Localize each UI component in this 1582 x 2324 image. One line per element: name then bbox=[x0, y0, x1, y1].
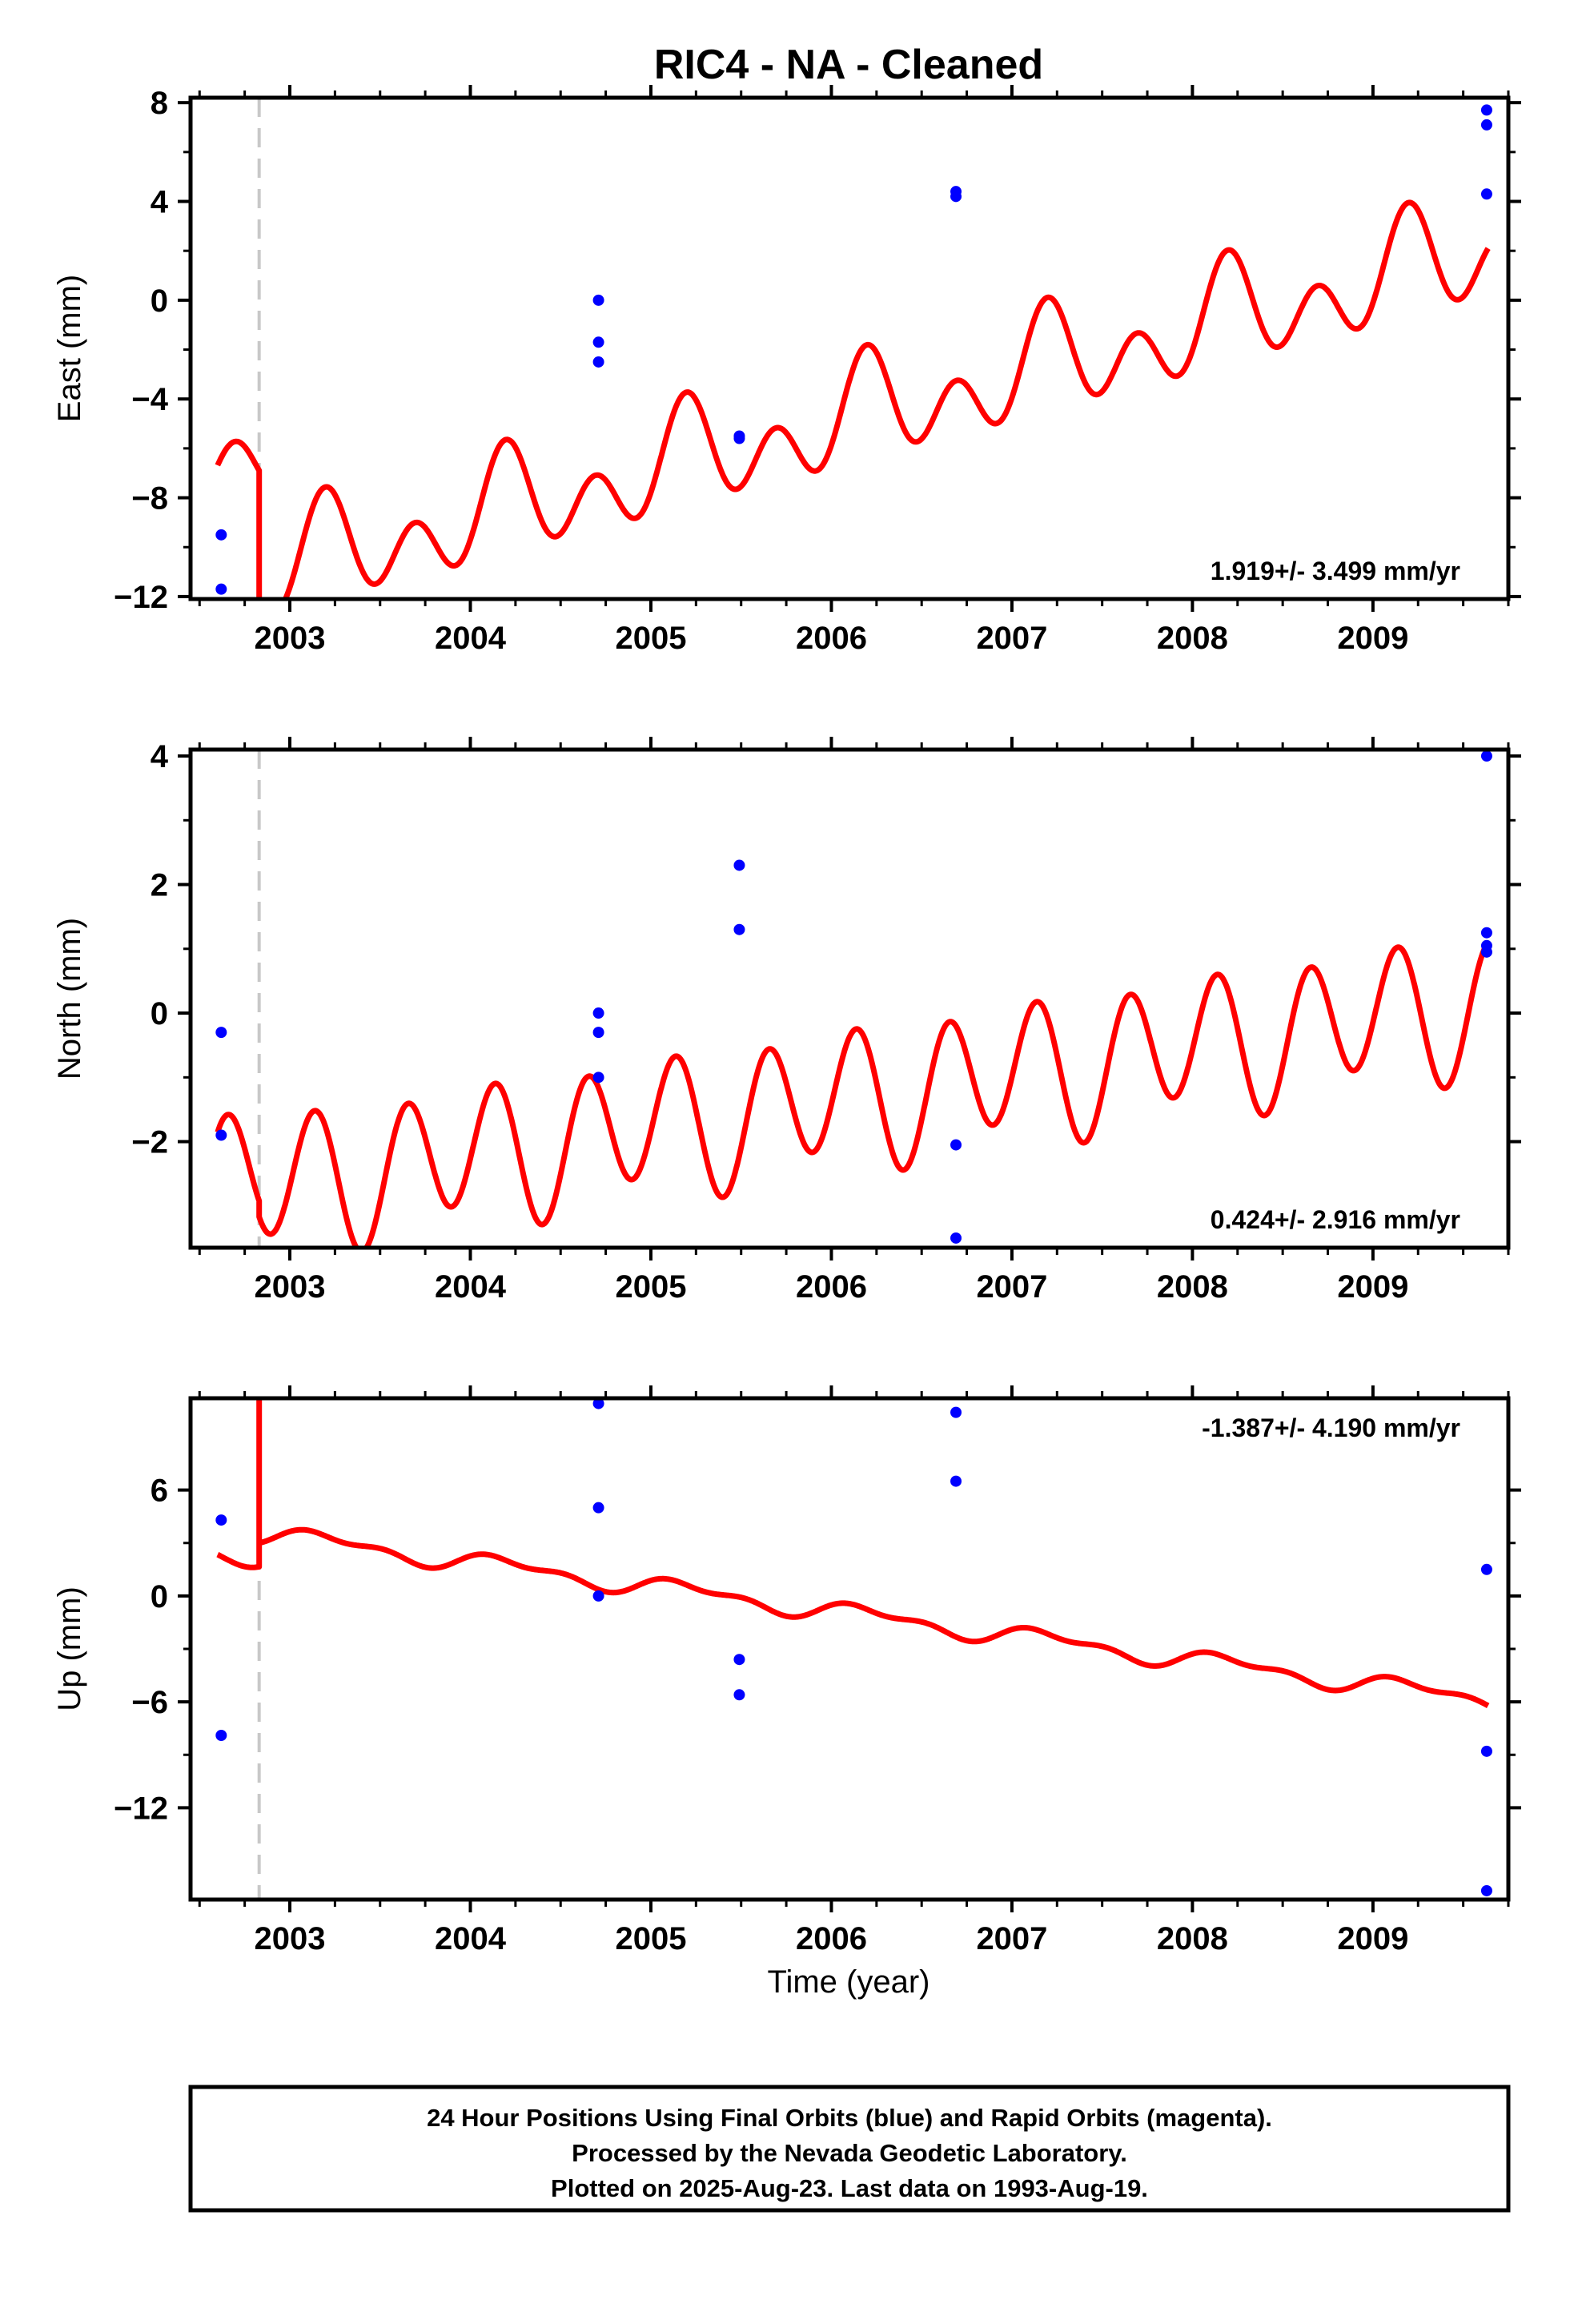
model-curve bbox=[215, 1398, 1491, 1708]
north-panel: 2003 2004 2005 2006 2007 2008 2009 4 2 0 −2 North (… bbox=[52, 737, 1521, 1305]
data-point bbox=[733, 1689, 745, 1701]
data-point bbox=[733, 1654, 745, 1666]
x-tick-label: 2004 bbox=[435, 1269, 507, 1305]
x-tick-label: 2008 bbox=[1157, 1921, 1228, 1956]
data-point bbox=[1480, 1884, 1492, 1896]
y-tick-label: −2 bbox=[131, 1125, 168, 1160]
x-tick-label: 2006 bbox=[796, 1921, 867, 1956]
data-point bbox=[1480, 188, 1492, 200]
x-axis-label: Time (year) bbox=[768, 1964, 930, 2000]
x-tick-label: 2009 bbox=[1337, 1269, 1408, 1305]
data-point bbox=[733, 432, 745, 444]
data-point bbox=[1480, 750, 1492, 762]
x-tick-label: 2004 bbox=[435, 1921, 507, 1956]
y-tick-label: −6 bbox=[131, 1685, 168, 1720]
data-point bbox=[950, 1139, 962, 1151]
x-tick-label: 2008 bbox=[1157, 1269, 1228, 1305]
footer-line-1: 24 Hour Positions Using Final Orbits (bl… bbox=[427, 2104, 1272, 2132]
data-point bbox=[215, 1730, 227, 1742]
rate-annotation: -1.387+/- 4.190 mm/yr bbox=[1202, 1413, 1460, 1442]
rate-annotation: 0.424+/- 2.916 mm/yr bbox=[1211, 1205, 1460, 1234]
y-axis-label: East (mm) bbox=[52, 275, 87, 422]
x-tick-label: 2005 bbox=[615, 621, 686, 656]
data-point bbox=[950, 191, 962, 203]
y-tick-label: 2 bbox=[151, 868, 168, 903]
data-point bbox=[1480, 946, 1492, 958]
east-panel: 2003 2004 2005 2006 2007 2008 2009 8 4 0 −4 −8 −12 Ea… bbox=[52, 85, 1521, 656]
data-point bbox=[1480, 1563, 1492, 1575]
data-point bbox=[592, 1027, 604, 1039]
data-point bbox=[733, 859, 745, 871]
x-tick-label: 2004 bbox=[435, 621, 507, 656]
x-tick-label: 2005 bbox=[615, 1269, 686, 1305]
x-tick-label: 2003 bbox=[255, 1921, 326, 1956]
data-point bbox=[733, 923, 745, 935]
data-point bbox=[1480, 927, 1492, 939]
y-tick-label: 0 bbox=[151, 283, 168, 319]
data-point bbox=[1480, 1745, 1492, 1757]
y-tick-label: −8 bbox=[131, 481, 168, 517]
plot-frame bbox=[188, 1396, 1511, 1902]
x-tick-label: 2006 bbox=[796, 621, 867, 656]
y-tick-label: −4 bbox=[131, 382, 168, 417]
data-point bbox=[215, 1027, 227, 1039]
x-tick-label: 2003 bbox=[255, 1269, 326, 1305]
data-point bbox=[950, 1475, 962, 1487]
data-point bbox=[1480, 119, 1492, 131]
plot-frame bbox=[188, 747, 1511, 1250]
x-tick-label: 2008 bbox=[1157, 621, 1228, 656]
y-tick-label: 4 bbox=[151, 185, 169, 220]
rate-annotation: 1.919+/- 3.499 mm/yr bbox=[1211, 557, 1460, 585]
x-tick-label: 2005 bbox=[615, 1921, 686, 1956]
up-panel: 2003 2004 2005 2006 2007 2008 2009 6 0 −6 −12 Up (m… bbox=[52, 1385, 1521, 1956]
data-point bbox=[215, 1129, 227, 1141]
footer-box: 24 Hour Positions Using Final Orbits (bl… bbox=[188, 2085, 1511, 2213]
y-tick-label: −12 bbox=[114, 580, 168, 615]
y-tick-label: −12 bbox=[114, 1791, 168, 1826]
x-tick-label: 2007 bbox=[976, 1921, 1047, 1956]
data-point bbox=[215, 583, 227, 595]
y-tick-label: 4 bbox=[151, 739, 169, 774]
data-point bbox=[950, 1232, 962, 1244]
y-axis-label: North (mm) bbox=[52, 918, 87, 1080]
x-tick-label: 2009 bbox=[1337, 621, 1408, 656]
y-tick-label: 0 bbox=[151, 996, 168, 1031]
data-point bbox=[592, 1590, 604, 1602]
x-tick-label: 2006 bbox=[796, 1269, 867, 1305]
panels: 2003 2004 2005 2006 2007 2008 2009840−4−8−12Ea… bbox=[52, 85, 1521, 1956]
data-point bbox=[592, 1502, 604, 1514]
x-tick-label: 2009 bbox=[1337, 1921, 1408, 1956]
chart-title: RIC4 - NA - Cleaned bbox=[654, 42, 1043, 88]
x-tick-label: 2007 bbox=[976, 621, 1047, 656]
data-point bbox=[592, 336, 604, 348]
data-point bbox=[950, 1406, 962, 1418]
y-axis-label: Up (mm) bbox=[52, 1586, 87, 1711]
data-point bbox=[215, 1514, 227, 1526]
model-curve bbox=[215, 199, 1491, 599]
data-point bbox=[215, 529, 227, 541]
y-tick-label: 0 bbox=[151, 1579, 168, 1614]
data-point bbox=[592, 1397, 604, 1409]
plot-frame bbox=[188, 95, 1511, 601]
x-tick-label: 2003 bbox=[255, 621, 326, 656]
x-tick-label: 2007 bbox=[976, 1269, 1047, 1305]
y-tick-label: 8 bbox=[151, 86, 168, 121]
data-point bbox=[592, 1072, 604, 1084]
footer-line-3: Plotted on 2025-Aug-23. Last data on 199… bbox=[551, 2174, 1148, 2202]
data-point bbox=[1480, 104, 1492, 116]
data-point bbox=[592, 1007, 604, 1019]
data-point bbox=[592, 294, 604, 306]
footer-line-2: Processed by the Nevada Geodetic Laborat… bbox=[572, 2139, 1127, 2167]
y-tick-label: 6 bbox=[151, 1474, 168, 1509]
model-curve bbox=[215, 940, 1491, 1248]
data-point bbox=[592, 356, 604, 368]
